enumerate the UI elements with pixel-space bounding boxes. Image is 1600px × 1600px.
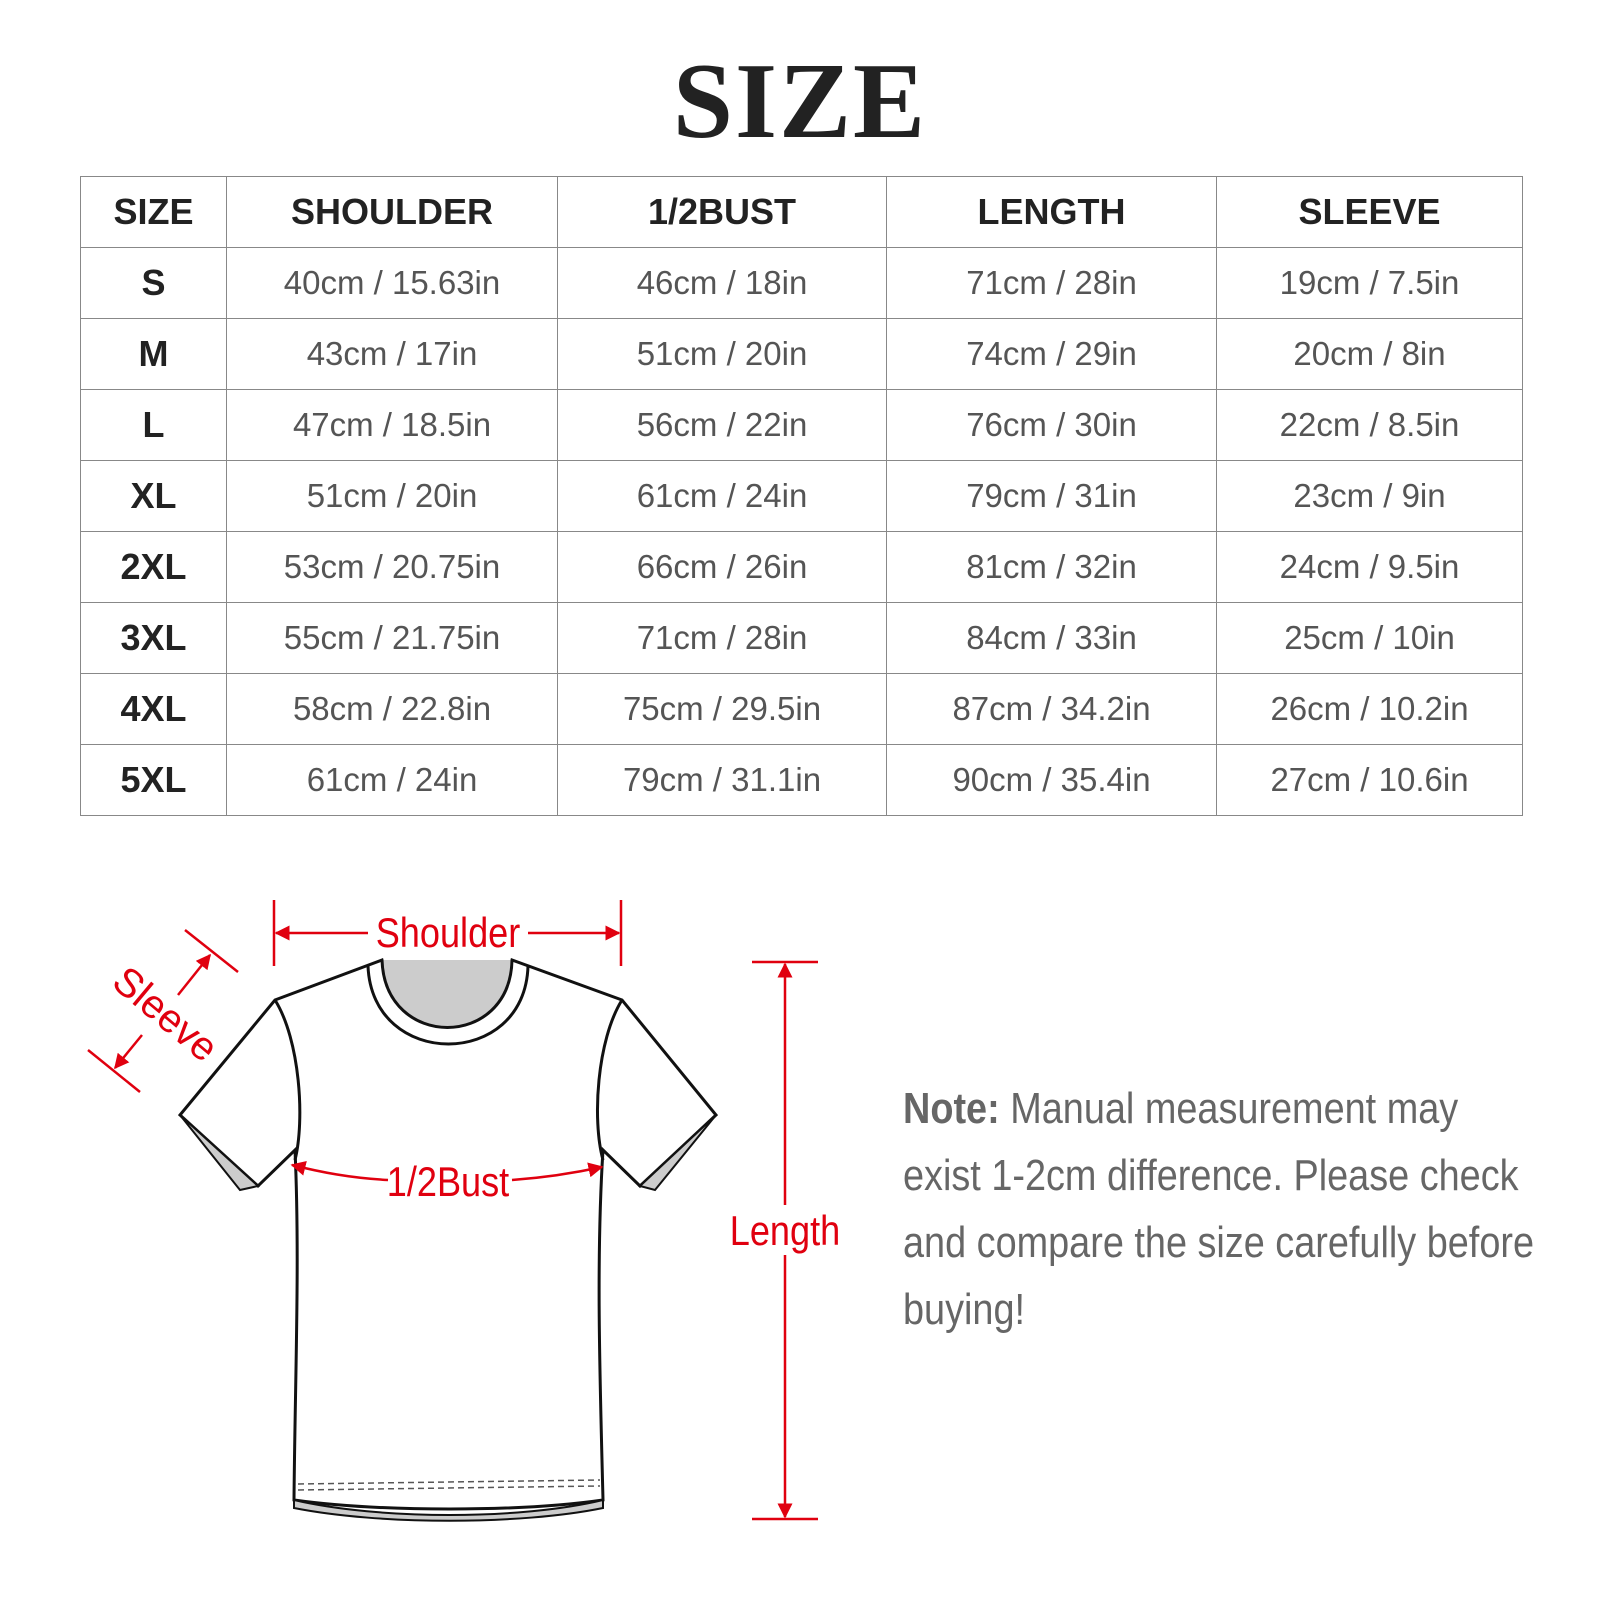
measurement-cell: 76cm / 30in: [886, 389, 1217, 461]
measurement-cell: 20cm / 8in: [1216, 318, 1523, 390]
measurement-cell: 71cm / 28in: [886, 247, 1217, 319]
column-header: 1/2BUST: [557, 176, 887, 248]
measurement-cell: 56cm / 22in: [557, 389, 887, 461]
size-cell: S: [80, 247, 227, 319]
length-label: Length: [730, 1209, 840, 1255]
measurement-lines: [87, 900, 818, 1521]
measurement-cell: 24cm / 9.5in: [1216, 531, 1523, 603]
sleeve-label: Sleeve: [104, 958, 226, 1070]
shoulder-label: Shoulder: [376, 911, 521, 957]
measurement-cell: 61cm / 24in: [557, 460, 887, 532]
measurement-cell: 58cm / 22.8in: [226, 673, 558, 745]
size-cell: 4XL: [80, 673, 227, 745]
measurement-note: Note: Manual measurement may exist 1-2cm…: [903, 1075, 1539, 1343]
tshirt-icon: [177, 958, 719, 1522]
measurement-cell: 22cm / 8.5in: [1216, 389, 1523, 461]
measurement-cell: 51cm / 20in: [226, 460, 558, 532]
table-row: XL 51cm / 20in 61cm / 24in 79cm / 31in 23cm …: [80, 460, 1523, 532]
measurement-cell: 25cm / 10in: [1216, 602, 1523, 674]
measurement-cell: 84cm / 33in: [886, 602, 1217, 674]
measurement-cell: 79cm / 31.1in: [557, 744, 887, 816]
measurement-cell: 61cm / 24in: [226, 744, 558, 816]
measurement-cell: 55cm / 21.75in: [226, 602, 558, 674]
table-row: L 47cm / 18.5in 56cm / 22in 76cm / 30in 22cm…: [80, 389, 1523, 461]
table-row: 2XL 53cm / 20.75in 66cm / 26in 81cm / 32in 2…: [80, 531, 1523, 603]
table-row: 3XL 55cm / 21.75in 71cm / 28in 84cm / 33in 2…: [80, 602, 1523, 674]
tshirt-measurement-diagram: Shoulder 1/2Bust Length Sleeve: [87, 900, 840, 1522]
size-cell: L: [80, 389, 227, 461]
measurement-cell: 66cm / 26in: [557, 531, 887, 603]
note-text: Manual measurement may exist 1-2cm diffe…: [903, 1084, 1535, 1334]
table-row: S 40cm / 15.63in 46cm / 18in 71cm / 28in 19c…: [80, 247, 1523, 319]
measurement-cell: 19cm / 7.5in: [1216, 247, 1523, 319]
size-cell: 5XL: [80, 744, 227, 816]
measurement-cell: 71cm / 28in: [557, 602, 887, 674]
measurement-cell: 90cm / 35.4in: [886, 744, 1217, 816]
page-title: SIZE: [672, 42, 928, 161]
measurement-cell: 51cm / 20in: [557, 318, 887, 390]
measurement-cell: 26cm / 10.2in: [1216, 673, 1523, 745]
column-header: SLEEVE: [1216, 176, 1523, 248]
size-cell: 3XL: [80, 602, 227, 674]
size-cell: 2XL: [80, 531, 227, 603]
size-table: SIZE SHOULDER 1/2BUST LENGTH SLEEVE S 40cm / …: [80, 176, 1523, 816]
measurement-cell: 27cm / 10.6in: [1216, 744, 1523, 816]
table-row: 4XL 58cm / 22.8in 75cm / 29.5in 87cm / 34.2…: [80, 673, 1523, 745]
size-cell: XL: [80, 460, 227, 532]
measurement-cell: 53cm / 20.75in: [226, 531, 558, 603]
measurement-cell: 47cm / 18.5in: [226, 389, 558, 461]
measurement-cell: 23cm / 9in: [1216, 460, 1523, 532]
measurement-cell: 40cm / 15.63in: [226, 247, 558, 319]
note-label: Note:: [903, 1084, 1000, 1133]
measurement-cell: 87cm / 34.2in: [886, 673, 1217, 745]
column-header: SIZE: [80, 176, 227, 248]
table-row: 5XL 61cm / 24in 79cm / 31.1in 90cm / 35.4in…: [80, 744, 1523, 816]
table-header-row: SIZE SHOULDER 1/2BUST LENGTH SLEEVE: [80, 176, 1523, 248]
measurement-cell: 81cm / 32in: [886, 531, 1217, 603]
measurement-cell: 43cm / 17in: [226, 318, 558, 390]
table-row: M 43cm / 17in 51cm / 20in 74cm / 29in 20cm /…: [80, 318, 1523, 390]
column-header: SHOULDER: [226, 176, 558, 248]
size-cell: M: [80, 318, 227, 390]
measurement-cell: 79cm / 31in: [886, 460, 1217, 532]
measurement-cell: 46cm / 18in: [557, 247, 887, 319]
measurement-cell: 75cm / 29.5in: [557, 673, 887, 745]
measurement-cell: 74cm / 29in: [886, 318, 1217, 390]
column-header: LENGTH: [886, 176, 1217, 248]
bust-label: 1/2Bust: [387, 1160, 510, 1206]
